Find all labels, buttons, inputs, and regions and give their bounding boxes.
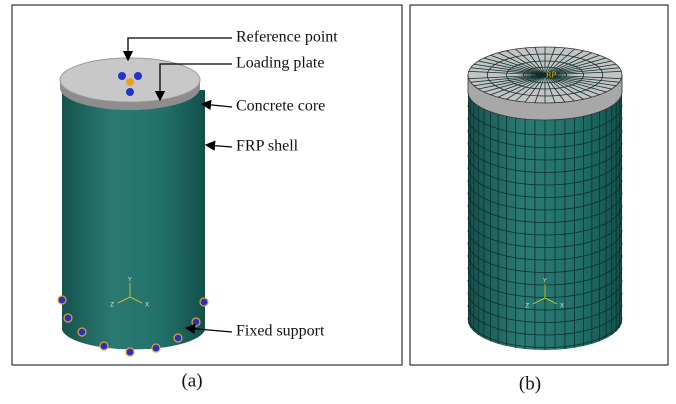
label: Loading plate <box>236 55 324 72</box>
figure: Y X Z Reference point Loading plate Conc… <box>0 0 676 404</box>
label: Reference point <box>236 29 338 46</box>
axis-label: Z <box>525 303 529 310</box>
axis-label: Z <box>110 302 114 309</box>
label: Concrete core <box>236 98 325 115</box>
rp-label: RP <box>546 71 557 80</box>
caption: (a) <box>181 370 202 391</box>
axis-label: Y <box>542 278 547 285</box>
cylinder-b <box>468 47 622 350</box>
caption: (b) <box>519 373 541 394</box>
label: Fixed support <box>236 323 325 340</box>
axis-label: X <box>560 303 564 310</box>
cylinder-a: Y X Z <box>58 58 208 356</box>
axis-label: X <box>145 302 149 309</box>
axis-label: Y <box>127 277 132 284</box>
label: FRP shell <box>236 138 299 155</box>
